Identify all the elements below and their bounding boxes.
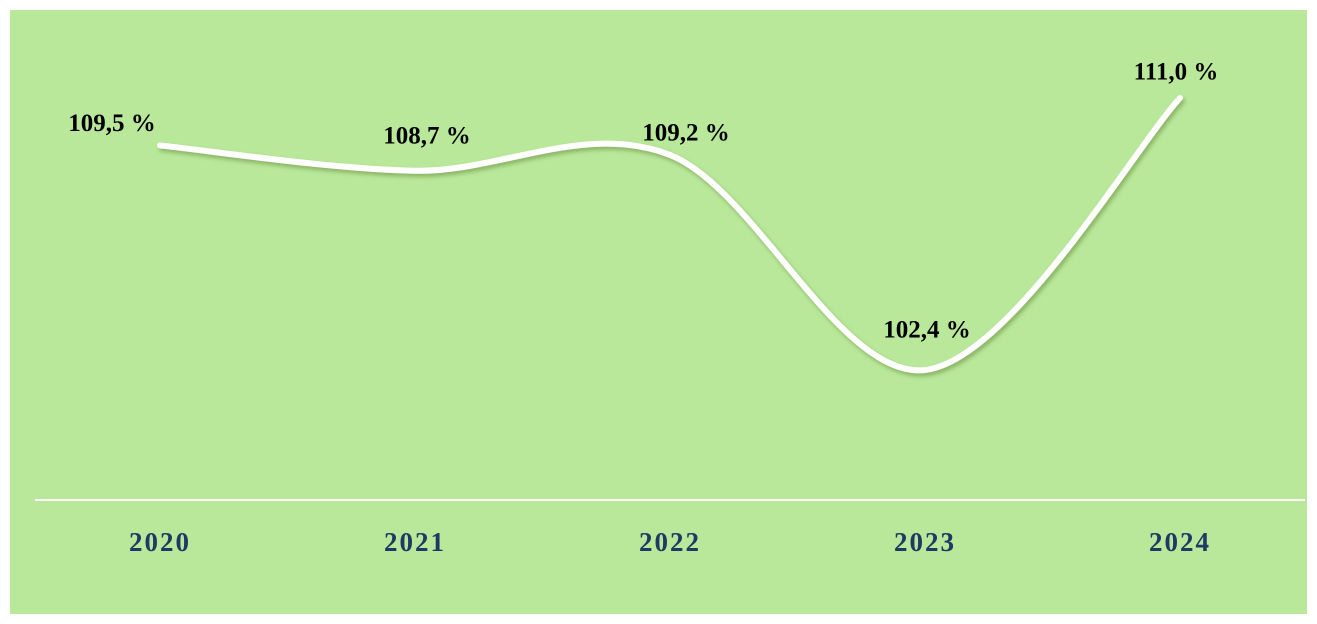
x-tick-label: 2020	[129, 527, 191, 557]
x-tick-label: 2021	[384, 527, 446, 557]
x-tick-label: 2024	[1149, 527, 1211, 557]
x-tick-label: 2022	[639, 527, 701, 557]
data-label: 111,0 %	[1134, 59, 1219, 86]
plot-background	[10, 10, 1307, 614]
data-label: 102,4 %	[883, 317, 971, 344]
data-label: 109,2 %	[642, 120, 730, 147]
x-tick-label: 2023	[894, 527, 956, 557]
data-label: 109,5 %	[68, 110, 156, 137]
data-label: 108,7 %	[383, 122, 471, 149]
line	[157, 95, 1183, 374]
